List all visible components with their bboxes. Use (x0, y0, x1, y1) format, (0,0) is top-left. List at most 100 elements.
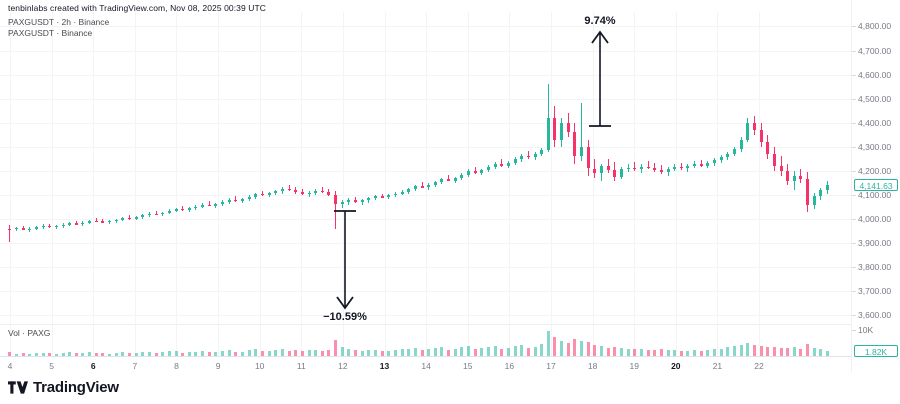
candle-body (673, 167, 676, 169)
candle-body (653, 168, 656, 170)
drawdown-annotation-arrow[interactable] (325, 209, 365, 310)
volume-bar (480, 348, 483, 356)
time-gridline (135, 325, 136, 356)
candle-body (593, 168, 596, 174)
volume-bar (474, 348, 477, 356)
volume-bar (254, 349, 257, 356)
time-gridline (260, 12, 261, 325)
volume-bar (381, 351, 384, 356)
candle-body (108, 221, 111, 223)
volume-bar (22, 353, 25, 356)
legend-symbol-source[interactable]: PAXGUSDT · Binance (8, 28, 93, 38)
candle-wick (382, 193, 383, 199)
candle-body (573, 132, 576, 157)
volume-bar (95, 352, 98, 356)
candle-body (128, 217, 131, 220)
candle-body (680, 167, 683, 169)
volume-bar (573, 339, 576, 356)
price-tick-dash (852, 74, 856, 76)
time-gridline (509, 325, 510, 356)
candle-body (241, 199, 244, 201)
candle-body (42, 225, 45, 228)
last-price-badge[interactable]: 4,141.63 (854, 178, 898, 191)
candle-body (786, 170, 789, 181)
candle-body (760, 129, 763, 142)
price-tick-dash (852, 98, 856, 100)
candle-body (75, 223, 78, 225)
time-gridline (468, 12, 469, 325)
gain-annotation-arrow[interactable] (580, 30, 620, 128)
tradingview-logo[interactable]: TradingView (8, 380, 119, 395)
volume-bar (141, 352, 144, 356)
candle-body (95, 220, 98, 222)
price-tick-label: 4,300.00 (858, 141, 892, 152)
price-scale[interactable]: 4,800.00 4,700.00 4,600.00 4,500.00 4,400.00… (851, 0, 900, 372)
candle-body (640, 166, 643, 170)
volume-bar (447, 349, 450, 356)
price-tick-dash (852, 50, 856, 52)
candle-body (733, 149, 736, 154)
volume-bar (188, 352, 191, 356)
time-tick-label: 12 (338, 361, 348, 371)
candle-body (553, 117, 556, 140)
candle-body (720, 157, 723, 161)
price-pane[interactable] (0, 12, 851, 325)
volume-bar (806, 344, 809, 356)
time-gridline (759, 12, 760, 325)
candle-body (421, 186, 424, 188)
time-tick-label: 5 (49, 361, 54, 371)
volume-bar (294, 350, 297, 356)
time-tick-label: 13 (379, 361, 390, 371)
volume-bar (613, 347, 616, 356)
time-gridline (509, 12, 510, 325)
candle-body (793, 175, 796, 181)
last-volume-badge[interactable]: 1.82K (854, 345, 898, 358)
volume-bar (241, 351, 244, 356)
volume-bar (753, 345, 756, 356)
candle-body (141, 215, 144, 218)
candle-body (301, 192, 304, 195)
time-scale[interactable]: 4 5 6 7 8 9 10 11 12 13 14 15 16 17 18 19 20 21 22 (0, 356, 851, 375)
volume-bar (308, 350, 311, 356)
time-gridline (260, 325, 261, 356)
candle-body (274, 191, 277, 194)
price-tick-dash (852, 146, 856, 148)
volume-bar (314, 349, 317, 356)
candle-body (188, 208, 191, 210)
price-gridline (0, 146, 851, 148)
volume-pane[interactable] (0, 325, 851, 356)
price-tick-label: 3,800.00 (858, 262, 892, 273)
time-gridline (717, 12, 718, 325)
candle-body (401, 191, 404, 194)
time-gridline (135, 12, 136, 325)
price-gridline (0, 74, 851, 76)
candle-body (460, 174, 463, 179)
volume-bar (175, 351, 178, 356)
time-gridline (759, 325, 760, 356)
volume-bar (560, 340, 563, 356)
time-tick-label: 16 (504, 361, 515, 371)
volume-bar (440, 347, 443, 356)
candle-body (667, 168, 670, 172)
tradingview-mark-icon (8, 381, 28, 394)
candle-body (121, 217, 124, 220)
volume-bar (81, 353, 84, 356)
candle-body (447, 179, 450, 181)
price-tick-dash (852, 291, 856, 293)
time-tick-label: 8 (174, 361, 179, 371)
volume-bar (693, 350, 696, 356)
candle-body (527, 155, 530, 158)
candle-wick (701, 159, 702, 168)
price-gridline (0, 122, 851, 124)
time-gridline (343, 12, 344, 325)
volume-bar (826, 351, 829, 356)
volume-bar (760, 346, 763, 356)
candle-body (135, 217, 138, 219)
candle-body (327, 192, 330, 195)
volume-bar (799, 349, 802, 356)
volume-bar (347, 349, 350, 356)
candle-body (288, 188, 291, 191)
volume-bar (720, 348, 723, 356)
candle-wick (501, 159, 502, 167)
legend-symbol-interval[interactable]: PAXGUSDT · 2h · Binance (8, 17, 110, 27)
